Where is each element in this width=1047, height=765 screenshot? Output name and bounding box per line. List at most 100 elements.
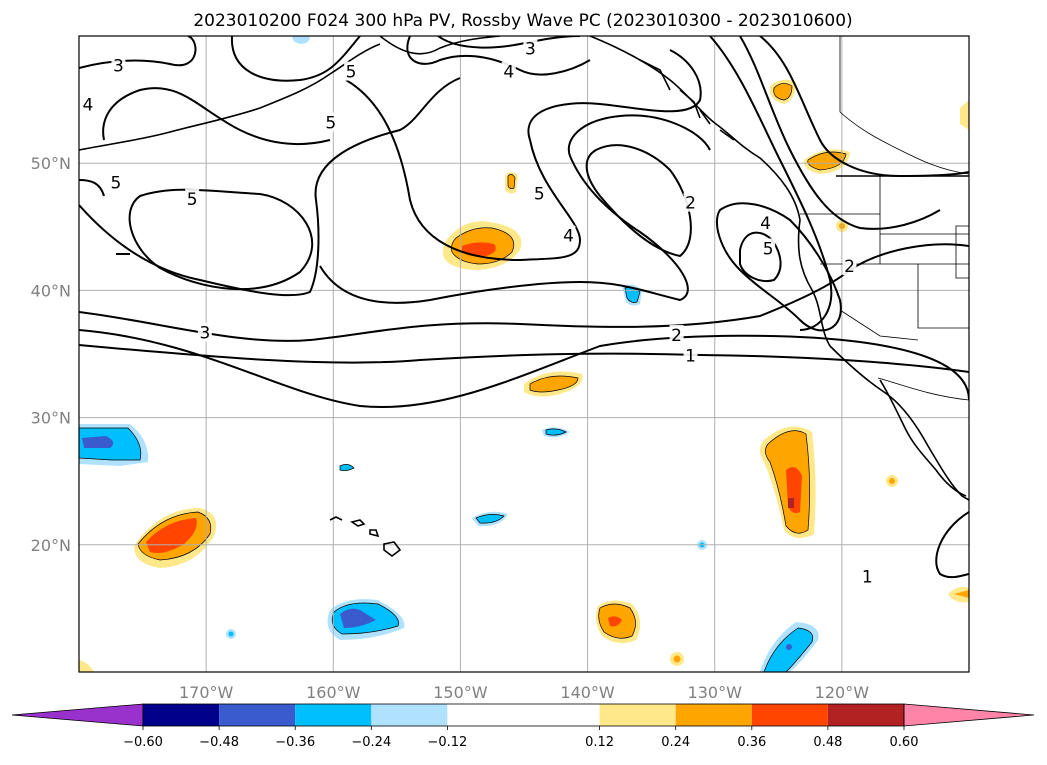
contour-label: 1 — [862, 568, 873, 588]
contour-label: 5 — [763, 239, 774, 259]
colorbar-over-triangle — [903, 703, 1035, 727]
contour-label: 1 — [685, 346, 696, 366]
canada-province-border — [839, 111, 969, 175]
contour-label-background — [501, 61, 516, 81]
positive-anomaly-blob — [79, 660, 94, 672]
positive-anomaly-blob — [769, 79, 796, 104]
contour-label: 4 — [82, 96, 93, 116]
negative-anomaly-blob — [292, 36, 310, 44]
contour-label: 3 — [199, 323, 210, 343]
colorbar-tick-label: −0.60 — [123, 735, 163, 750]
colorbar-tick-label: −0.12 — [427, 735, 467, 750]
negative-anomaly-blob — [327, 599, 405, 640]
contour-label: 4 — [563, 227, 574, 247]
map-background — [79, 36, 969, 672]
contour-label-background — [80, 94, 95, 114]
colorbar-tick-label: 0.48 — [813, 735, 842, 750]
colorbar-segment — [827, 704, 904, 726]
contour-label: 2 — [844, 257, 855, 277]
colorbar-tick-label: 0.36 — [737, 735, 766, 750]
contour-label-background — [758, 212, 773, 232]
negative-anomaly-blob — [542, 427, 570, 438]
chart-title: 2023010200 F024 300 hPa PV, Rossby Wave … — [193, 11, 852, 31]
contour-label-background — [842, 256, 857, 276]
contour-label-background — [108, 172, 123, 192]
baja-coast — [879, 379, 967, 497]
colorbar-segment — [295, 704, 372, 726]
aleutian-islands — [79, 43, 381, 151]
map-panel — [79, 36, 969, 672]
pv-contour-line — [739, 36, 941, 230]
us-mexico-border — [839, 309, 969, 401]
contour-label-background — [197, 322, 212, 342]
coastlines — [79, 36, 969, 557]
latitude-tick-label: 20°N — [31, 536, 71, 555]
pv-contour-line — [128, 188, 314, 291]
positive-anomaly-blob — [886, 475, 898, 487]
pv-contour-line — [437, 36, 581, 49]
contour-label-background — [323, 112, 338, 132]
positive-anomaly-blob — [960, 100, 969, 130]
negative-anomaly-blob — [339, 464, 355, 472]
positive-anomaly-blob — [524, 371, 583, 397]
pv-contour-line — [935, 511, 969, 579]
colorbar-segment — [371, 704, 448, 726]
pv-contour-line — [102, 87, 331, 146]
positive-anomaly-blob — [443, 221, 522, 270]
positive-anomaly-blob — [803, 149, 850, 174]
colorbar-outline — [142, 703, 905, 727]
positive-anomaly-blob — [595, 600, 641, 644]
pv-contours — [79, 36, 969, 579]
pv-contour-line — [79, 77, 461, 297]
colorbar-tick-label: −0.36 — [275, 735, 315, 750]
contour-label-background — [561, 225, 576, 245]
colorbar-tick-label: 0.24 — [661, 735, 690, 750]
pv-contour-line — [345, 49, 702, 262]
positive-anomaly-blob — [760, 426, 816, 539]
longitude-tick-label: 170°W — [179, 683, 234, 702]
latitude-tick-labels: 50°N 40°N 30°N 20°N — [31, 154, 71, 555]
pv-contour-line — [715, 202, 842, 332]
contour-label: 4 — [760, 214, 771, 234]
colorbar-segment — [219, 704, 296, 726]
pv-contour-line — [319, 114, 711, 304]
contour-label: 2 — [671, 326, 682, 346]
longitude-tick-label: 160°W — [306, 683, 361, 702]
hawaii-islands — [329, 516, 402, 557]
pv-contour-line — [406, 36, 591, 76]
colorbar-tick-label: 0.12 — [585, 735, 614, 750]
pv-contour-line — [585, 144, 692, 258]
colorbar-tick-label: 0.60 — [890, 735, 919, 750]
colorbar-tick-label: −0.24 — [351, 735, 391, 750]
contour-label-background — [860, 566, 875, 586]
pv-contour-line — [739, 231, 782, 282]
map-frame — [78, 35, 970, 673]
contour-label: 5 — [110, 173, 121, 193]
colorbar-segment — [143, 704, 220, 726]
negative-anomaly-blob — [760, 622, 819, 672]
pv-contour-line — [709, 36, 833, 331]
contour-label-background — [669, 324, 684, 344]
contour-label-background — [523, 38, 538, 58]
pv-contour-line — [79, 179, 105, 197]
negative-anomaly-blob — [79, 424, 149, 466]
pv-contour-line — [230, 36, 361, 82]
contour-label: 5 — [325, 113, 336, 133]
bc-islands — [639, 59, 735, 141]
contour-label: 3 — [113, 56, 124, 76]
longitude-tick-labels: 170°W 160°W 150°W 140°W 130°W 120°W — [179, 683, 869, 702]
contour-label-background — [532, 183, 547, 203]
colorbar-segment — [447, 704, 600, 726]
colorbar-tick-label: −0.48 — [199, 735, 239, 750]
longitude-tick-label: 140°W — [560, 683, 615, 702]
positive-anomaly-blob — [670, 652, 684, 666]
negative-anomaly-blob — [472, 511, 508, 527]
positive-anomaly-blob — [134, 508, 217, 568]
colorbar-segment — [599, 704, 676, 726]
pv-contour-line — [79, 36, 197, 69]
longitude-tick-label: 150°W — [433, 683, 488, 702]
contour-label-background — [185, 188, 200, 208]
positive-anomaly-blob — [948, 586, 969, 603]
latitude-tick-label: 30°N — [31, 409, 71, 428]
